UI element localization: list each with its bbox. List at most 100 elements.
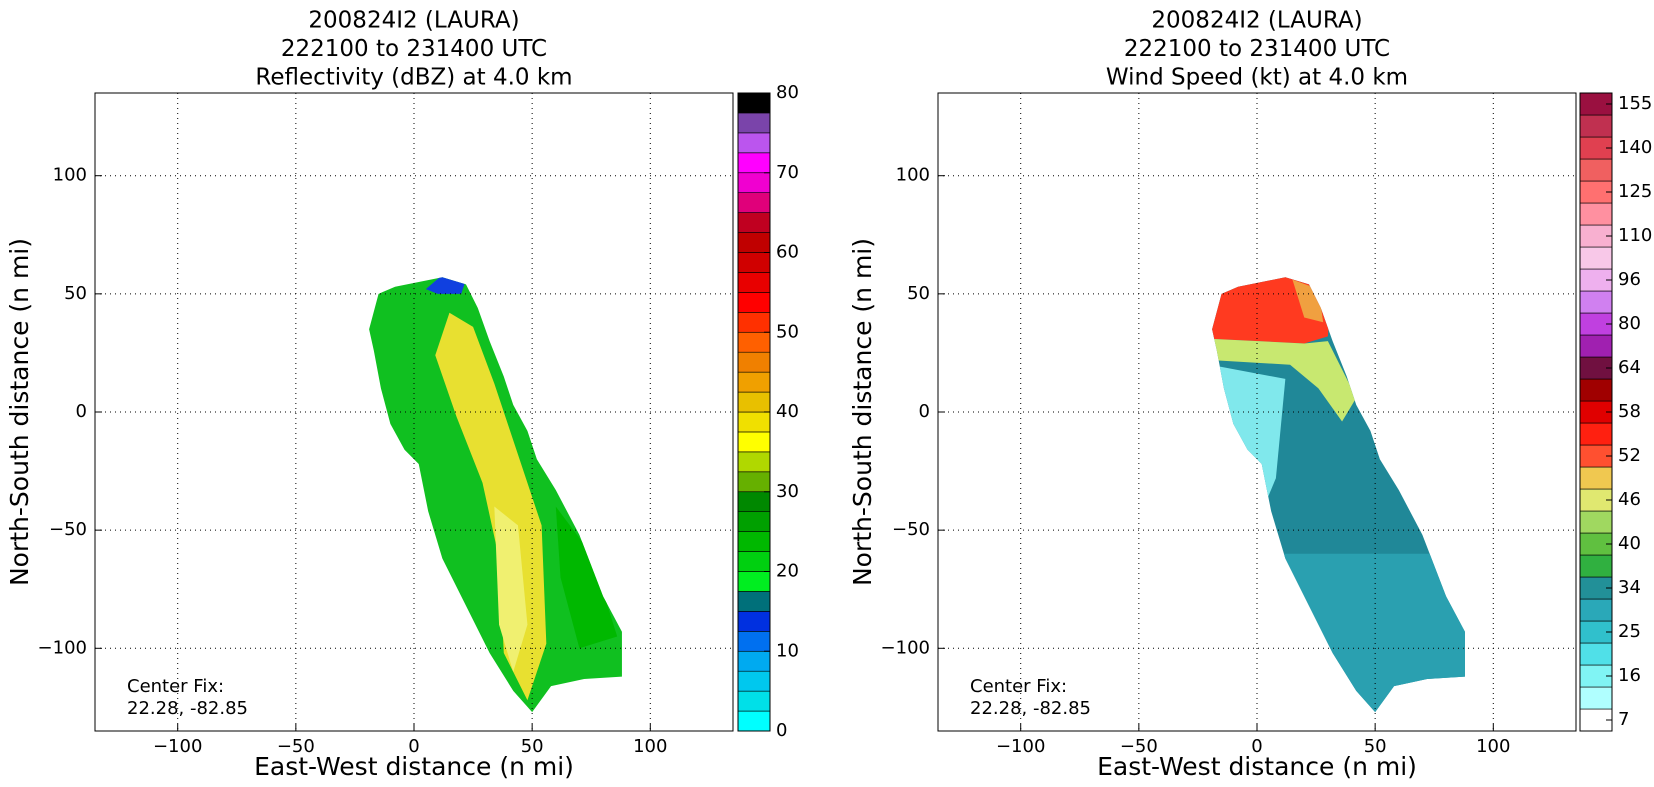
y-tick-label: 50 [64, 283, 87, 304]
colorbar-segment [737, 531, 771, 552]
swath-region [1212, 553, 1465, 713]
x-axis-label: East-West distance (n mi) [1097, 752, 1417, 781]
colorbar-tick-label: 30 [776, 481, 799, 502]
colorbar-segment [737, 272, 771, 293]
colorbar-segment [737, 650, 771, 672]
colorbar-tick-label: 0 [776, 720, 787, 741]
colorbar-segment [737, 132, 771, 154]
y-axis-label: North-South distance (n mi) [848, 238, 877, 586]
colorbar-segment [737, 511, 771, 532]
y-tick-label: 0 [919, 401, 930, 422]
x-tick-label: 50 [1364, 736, 1387, 757]
radar-field [1212, 277, 1465, 713]
colorbar-tick-label: 10 [776, 640, 799, 661]
x-tick-label: 0 [408, 736, 419, 757]
y-tick-label: 50 [907, 283, 930, 304]
colorbar-segment [737, 491, 771, 512]
x-tick-label: −50 [1120, 736, 1158, 757]
colorbar-tick-label: 155 [1618, 93, 1652, 114]
colorbar-segment [737, 152, 771, 174]
colorbar-segment [737, 710, 771, 732]
x-axis-label: East-West distance (n mi) [254, 752, 574, 781]
colorbar-tick-label: 40 [1618, 533, 1641, 554]
colorbar-segment [737, 351, 771, 373]
x-tick-label: −100 [153, 736, 202, 757]
colorbar-tick-label: 125 [1618, 181, 1652, 202]
chart-title: 200824I2 (LAURA) [1151, 8, 1362, 34]
colorbar-tick-label: 34 [1618, 577, 1641, 598]
radar-field [369, 277, 622, 713]
colorbar-segment [737, 451, 771, 473]
colorbar-segment [737, 471, 771, 493]
colorbar-tick-label: 64 [1618, 357, 1641, 378]
annotation: Center Fix: [970, 676, 1067, 697]
colorbar-tick-label: 140 [1618, 137, 1652, 158]
colorbar-tick-label: 46 [1618, 489, 1641, 510]
y-tick-label: 100 [53, 165, 87, 186]
y-tick-label: 0 [76, 401, 87, 422]
annotation: 22.28, -82.85 [970, 698, 1091, 719]
y-tick-label: −50 [49, 519, 87, 540]
colorbar-segment [737, 312, 771, 333]
colorbar-tick-label: 20 [776, 561, 799, 582]
colorbar-segment [737, 92, 771, 114]
x-tick-label: 0 [1251, 736, 1262, 757]
y-tick-label: −100 [881, 637, 930, 658]
colorbar-segment [737, 212, 771, 233]
colorbar-segment [737, 431, 771, 453]
colorbar-segment [737, 670, 771, 692]
swath-region [494, 506, 528, 672]
chart-title: Wind Speed (kt) at 4.0 km [1106, 65, 1408, 91]
colorbar-segment [737, 571, 771, 592]
colorbar-segment [1579, 378, 1613, 402]
swath-region [425, 277, 466, 294]
y-tick-label: 100 [896, 165, 930, 186]
chart-title: Reflectivity (dBZ) at 4.0 km [255, 65, 572, 91]
colorbar-segment [1579, 158, 1613, 182]
x-tick-label: 100 [633, 736, 667, 757]
colorbar-tick-label: 60 [776, 242, 799, 263]
colorbar-segment [1579, 510, 1613, 534]
colorbar-segment [737, 192, 771, 213]
colorbar-segment [1579, 422, 1613, 446]
colorbar-tick-label: 7 [1618, 709, 1629, 730]
colorbar-segment [737, 371, 771, 393]
swath-region [555, 506, 618, 649]
colorbar-segment [737, 112, 771, 134]
x-tick-label: −100 [996, 736, 1045, 757]
colorbar-tick-label: 50 [776, 321, 799, 342]
colorbar-segment [737, 690, 771, 712]
colorbar-segment [737, 172, 771, 193]
swath-region [1212, 338, 1357, 422]
colorbar-segment [1579, 642, 1613, 666]
colorbar-tick-label: 40 [776, 401, 799, 422]
y-tick-label: −100 [38, 637, 87, 658]
chart-title: 222100 to 231400 UTC [1124, 36, 1390, 62]
colorbar-segment [737, 252, 771, 273]
chart-title: 200824I2 (LAURA) [308, 8, 519, 34]
colorbar-segment [737, 631, 771, 652]
colorbar-tick-label: 80 [776, 82, 799, 103]
annotation: 22.28, -82.85 [127, 698, 248, 719]
y-axis-label: North-South distance (n mi) [5, 238, 34, 586]
colorbar-tick-label: 110 [1618, 225, 1652, 246]
colorbar-tick-label: 25 [1618, 621, 1641, 642]
colorbar-segment [737, 411, 771, 433]
x-tick-label: 50 [521, 736, 544, 757]
colorbar-segment [737, 232, 771, 253]
colorbar-tick-label: 70 [776, 162, 799, 183]
colorbar-segment [737, 591, 771, 612]
colorbar-segment [1579, 686, 1613, 710]
x-tick-label: −50 [277, 736, 315, 757]
colorbar-tick-label: 52 [1618, 445, 1641, 466]
colorbar-segment [737, 391, 771, 413]
colorbar-segment [1579, 598, 1613, 622]
x-tick-label: 100 [1476, 736, 1510, 757]
colorbar-segment [737, 331, 771, 353]
colorbar-segment [1579, 114, 1613, 138]
colorbar-segment [737, 611, 771, 632]
colorbar-segment [737, 292, 771, 313]
colorbar-segment [1579, 554, 1613, 578]
chart-title: 222100 to 231400 UTC [281, 36, 547, 62]
